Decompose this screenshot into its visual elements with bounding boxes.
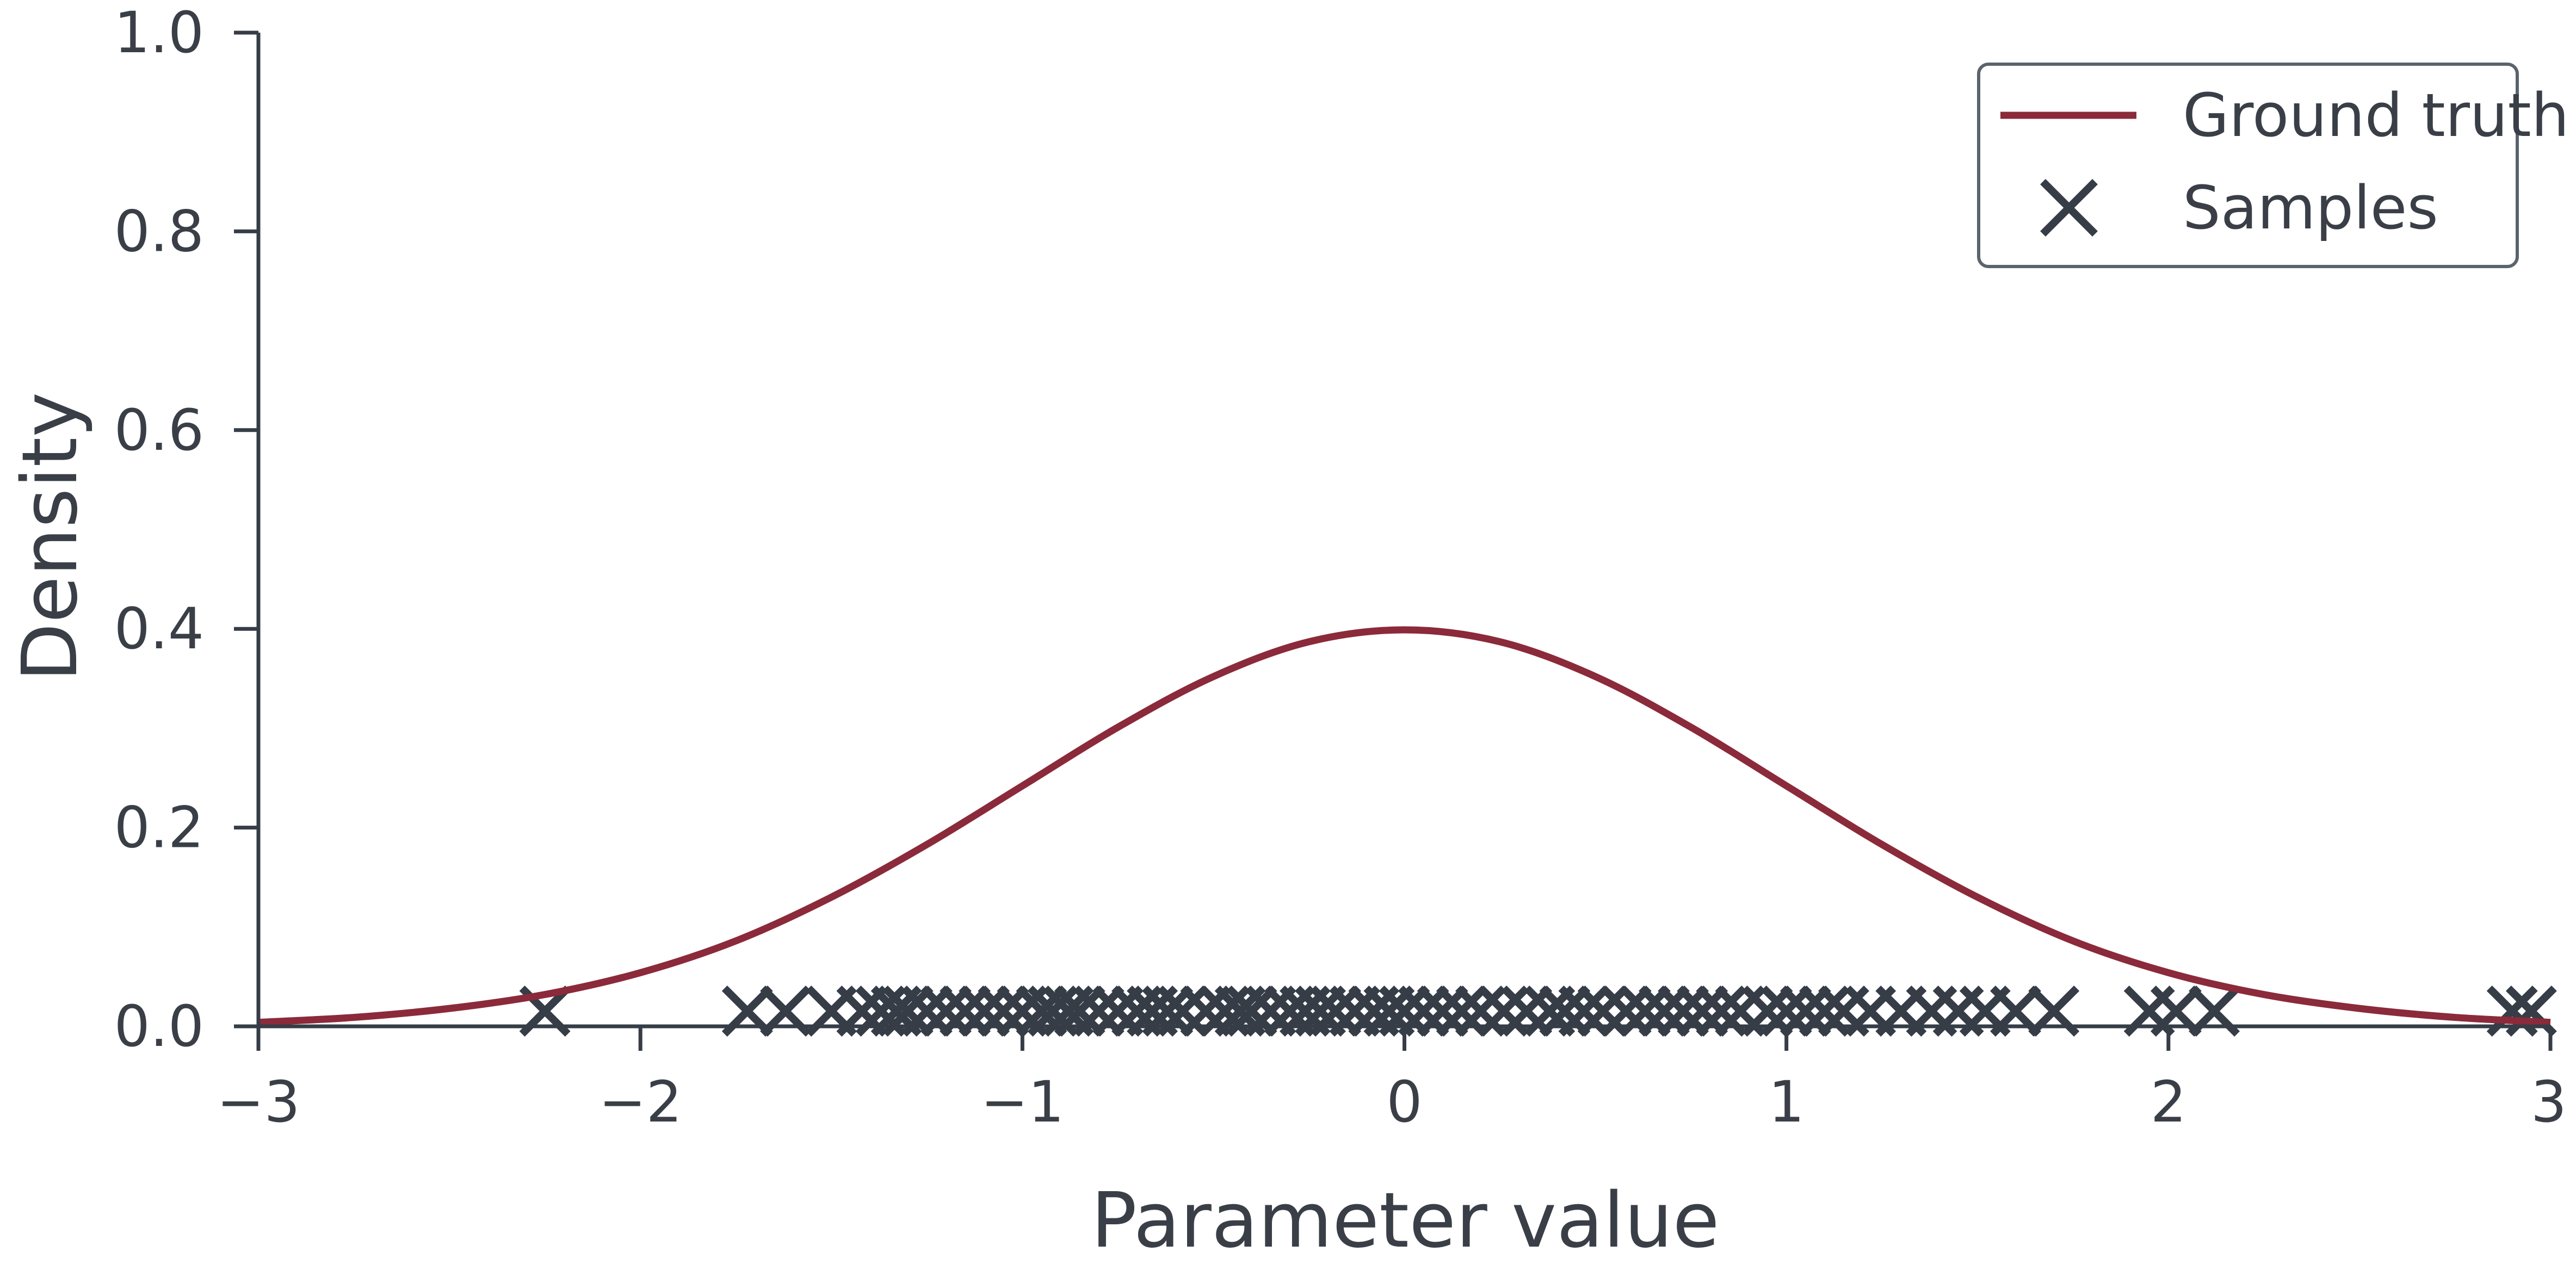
y-tick-label: 0.6	[114, 397, 204, 463]
x-tick-label: −1	[981, 1069, 1064, 1135]
y-tick-label: 0.0	[114, 993, 204, 1060]
y-tick-label: 1.0	[114, 0, 204, 66]
x-tick-label: 2	[2151, 1069, 2186, 1135]
y-tick-label: 0.4	[114, 596, 204, 662]
x-axis-title: Parameter value	[1091, 1176, 1719, 1265]
y-tick-label: 0.2	[114, 795, 204, 861]
y-tick-label: 0.8	[114, 198, 204, 264]
x-tick-label: 3	[2531, 1069, 2567, 1135]
y-axis-title: Density	[6, 392, 95, 682]
axes: 0.0 0.2 0.4 0.6 0.8 1.0 −3 −2 −1 0 1 2 3	[114, 0, 2567, 1135]
ground-truth-line	[258, 626, 2551, 1026]
legend-label-ground-truth: Ground truth	[2183, 80, 2569, 150]
plot-area	[258, 626, 2557, 1037]
legend-swatch-samples	[2040, 179, 2098, 237]
x-tick-label: −2	[599, 1069, 682, 1135]
x-tick-label: 0	[1386, 1069, 1422, 1135]
legend: Ground truth Samples	[1977, 63, 2569, 268]
x-tick-label: −3	[217, 1069, 300, 1135]
legend-label-samples: Samples	[2183, 173, 2438, 243]
x-tick-label: 1	[1769, 1069, 1805, 1135]
